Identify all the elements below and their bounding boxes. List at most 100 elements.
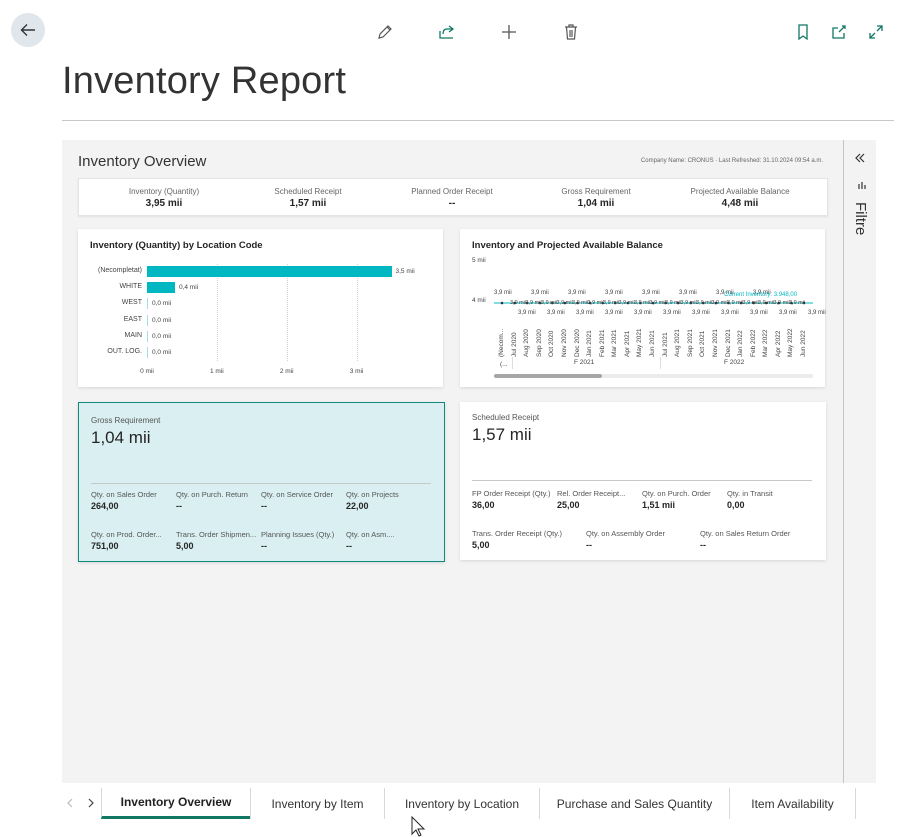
category-label: OUT. LOG. [107,348,142,355]
stat-item: Qty. on Purch. Order 1,51 mii [642,489,726,510]
open-new-window-button[interactable] [828,21,850,43]
tab-scroll-right-icon[interactable] [87,798,95,808]
month-tick-label: Apr 2021 [623,330,631,357]
mouse-cursor-icon [411,816,426,837]
stat-item: Qty. on Service Order -- [261,490,345,511]
month-tick-label: Feb 2022 [749,329,757,357]
scheduled-receipt-card[interactable]: Scheduled Receipt 1,57 mii FP Order Rece… [460,402,826,560]
series-point [538,301,542,305]
chart-gridline [286,264,288,362]
data-label: 3,9 mii [568,290,586,296]
data-label: 3,9 mii [680,300,697,306]
data-label: 3,9 mii [750,310,768,316]
series-point [626,301,630,305]
kpi-scheduled-receipt: Scheduled Receipt 1,57 mii [233,187,383,209]
stat-item: Qty. on Assembly Order -- [586,529,698,550]
edit-button[interactable] [374,21,396,43]
kpi-label: Scheduled Receipt [274,187,342,196]
data-label: 0,0 mii [152,300,172,308]
tab-scroll-left-icon[interactable] [66,798,74,808]
month-tick-label: May 2021 [636,328,644,357]
expand-button[interactable] [865,21,887,43]
horizontal-scrollbar[interactable] [494,374,813,378]
scrollbar-thumb[interactable] [494,374,602,378]
filter-pane-label: Filtre [852,202,869,236]
group-label: (... [500,361,508,368]
series-point [752,301,755,305]
scheduled-card-divider [472,480,812,481]
kpi-gross-requirement: Gross Requirement 1,04 mii [521,187,671,209]
stat-item: Qty. on Sales Order 264,00 [91,490,175,511]
month-tick-label: Dec 2020 [573,329,581,357]
data-label: 3,9 mii [789,300,806,306]
data-label: 3,9 mii [649,300,666,306]
data-label: 3,9 mii [572,300,589,306]
data-label: 3,9 mii [576,310,594,316]
data-label: 3,9 mii [634,310,652,316]
data-label: 3,9 mii [696,300,713,306]
stat-item: Qty. on Projects 22,00 [346,490,430,511]
scheduled-card-title: Scheduled Receipt [472,413,540,422]
double-chevron-left-icon[interactable] [855,153,865,163]
stat-item: Qty. on Prod. Order... 751,00 [91,530,175,551]
data-label: 3,9 mii [518,310,536,316]
group-label: F 2022 [724,359,745,366]
month-tick-label: (Necom... [498,328,505,357]
data-label: 3,9 mii [618,300,635,306]
data-label: 3,9 mii [525,300,542,306]
tab-inventory-overview[interactable]: Inventory Overview [101,788,250,819]
category-label: EAST [123,315,142,323]
gross-requirement-card[interactable]: Gross Requirement 1,04 mii Qty. on Sales… [78,402,445,562]
delete-button[interactable] [560,21,582,43]
tab-inventory-by-location[interactable]: Inventory by Location [384,788,539,819]
month-tick-label: Feb 2021 [598,329,606,357]
stat-value: -- [176,501,182,511]
month-tick-label: Jul 2021 [661,332,669,357]
kpi-label: Gross Requirement [561,187,631,196]
tab-item-availability[interactable]: Item Availability [729,788,855,819]
month-tick-label: Nov 2020 [560,329,568,357]
tab-overflow[interactable] [855,788,894,819]
filter-pane[interactable]: Filtre [843,140,876,783]
back-button[interactable] [11,13,45,47]
stat-item: Qty. on Asm.... -- [346,530,430,551]
bar [147,298,148,310]
location-chart-card[interactable]: Inventory (Quantity) by Location Code 0 … [78,229,443,387]
stat-value: -- [261,501,267,511]
data-label: 3,9 mii [711,300,728,306]
series-point [790,301,793,305]
stat-item: Qty. in Transit 0,00 [727,489,811,510]
tab-purchase-and-sales-quantity[interactable]: Purchase and Sales Quantity [539,788,729,819]
series-point [727,301,730,305]
x-tick-label: 3 mii [349,368,364,375]
month-tick-label: Jun 2022 [800,330,807,357]
stat-item: Trans. Order Shipmen... 5,00 [176,530,260,551]
stat-value: 5,00 [176,541,194,551]
series-point [500,301,504,305]
bookmark-button[interactable] [792,21,814,43]
bar [147,282,175,294]
kpi-projected-available-balance: Projected Available Balance 4,48 mii [665,187,815,209]
kpi-label: Inventory (Quantity) [128,187,200,196]
data-label: 3,9 mii [556,300,573,306]
kpi-value: 4,48 mii [721,198,759,209]
data-label: 0,0 mii [152,332,172,340]
month-tick-label: Sep 2021 [686,329,694,357]
balance-chart-card[interactable]: Inventory and Projected Available Balanc… [460,229,826,387]
group-label: F 2021 [574,359,595,366]
data-label: 3,9 mii [808,310,826,316]
new-button[interactable] [498,21,520,43]
data-label: 3,9 mii [603,300,620,306]
data-label: 3,9 mii [742,300,759,306]
stat-label: Qty. in Transit [727,489,773,498]
share-button[interactable] [436,21,458,43]
stat-label: Qty. on Purch. Order [642,489,711,498]
stat-label: Qty. on Sales Return Order [700,529,791,538]
month-tick-label: Aug 2020 [523,329,531,357]
data-label: 3,9 mii [531,290,549,296]
series-point [601,301,604,305]
month-tick-label: Oct 2020 [548,330,556,357]
stat-label: Qty. on Service Order [261,490,333,499]
tab-inventory-by-item[interactable]: Inventory by Item [250,788,384,819]
category-label: (Necompletat) [98,267,142,274]
